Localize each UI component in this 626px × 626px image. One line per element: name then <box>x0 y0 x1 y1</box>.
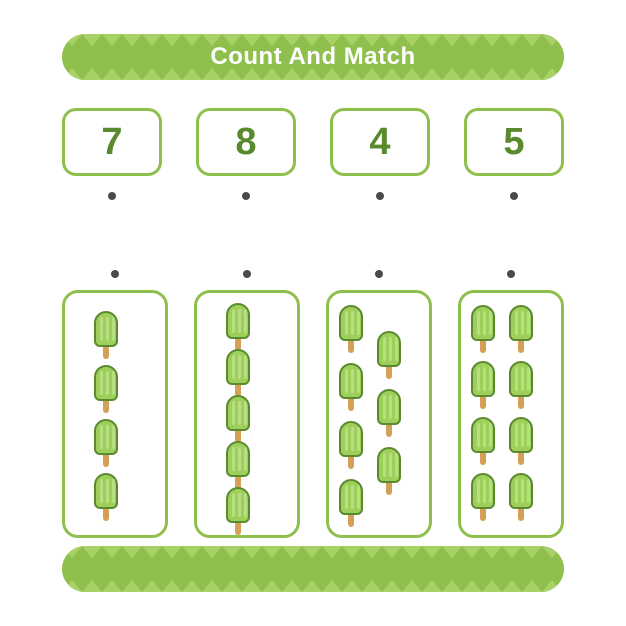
footer-banner <box>62 546 564 592</box>
popsicle-icon <box>471 305 495 353</box>
number-value: 4 <box>369 121 390 164</box>
numbers-row: 7 8 4 5 <box>62 108 564 176</box>
popsicle-icon <box>339 421 363 469</box>
match-dot[interactable] <box>243 270 251 278</box>
number-value: 5 <box>503 121 524 164</box>
popsicle-icon <box>226 441 250 489</box>
popsicle-icon <box>94 365 118 413</box>
popsicle-icon <box>471 361 495 409</box>
item-box[interactable] <box>194 290 300 538</box>
popsicle-icon <box>339 363 363 411</box>
title-banner: Count And Match <box>62 34 564 80</box>
popsicle-icon <box>471 473 495 521</box>
match-dots-top <box>62 192 564 200</box>
popsicle-icon <box>94 473 118 521</box>
number-box[interactable]: 7 <box>62 108 162 176</box>
popsicle-icon <box>94 311 118 359</box>
number-box[interactable]: 8 <box>196 108 296 176</box>
popsicle-icon <box>377 389 401 437</box>
match-dot[interactable] <box>507 270 515 278</box>
popsicle-icon <box>509 473 533 521</box>
number-box[interactable]: 5 <box>464 108 564 176</box>
popsicle-icon <box>339 305 363 353</box>
match-dot[interactable] <box>242 192 250 200</box>
match-dot[interactable] <box>111 270 119 278</box>
number-box[interactable]: 4 <box>330 108 430 176</box>
popsicle-icon <box>226 487 250 535</box>
match-dot[interactable] <box>376 192 384 200</box>
item-box[interactable] <box>326 290 432 538</box>
number-value: 7 <box>101 121 122 164</box>
popsicle-icon <box>509 417 533 465</box>
page-title: Count And Match <box>210 43 415 71</box>
popsicle-icon <box>339 479 363 527</box>
popsicle-icon <box>471 417 495 465</box>
item-box[interactable] <box>458 290 564 538</box>
popsicle-icon <box>377 331 401 379</box>
popsicle-icon <box>226 303 250 351</box>
popsicle-icon <box>94 419 118 467</box>
item-box[interactable] <box>62 290 168 538</box>
number-value: 8 <box>235 121 256 164</box>
match-dot[interactable] <box>108 192 116 200</box>
popsicle-icon <box>509 361 533 409</box>
popsicle-icon <box>226 349 250 397</box>
popsicle-icon <box>377 447 401 495</box>
match-dots-bottom <box>62 270 564 278</box>
popsicle-icon <box>509 305 533 353</box>
item-boxes-row <box>62 290 564 538</box>
popsicle-icon <box>226 395 250 443</box>
match-dot[interactable] <box>510 192 518 200</box>
match-dot[interactable] <box>375 270 383 278</box>
